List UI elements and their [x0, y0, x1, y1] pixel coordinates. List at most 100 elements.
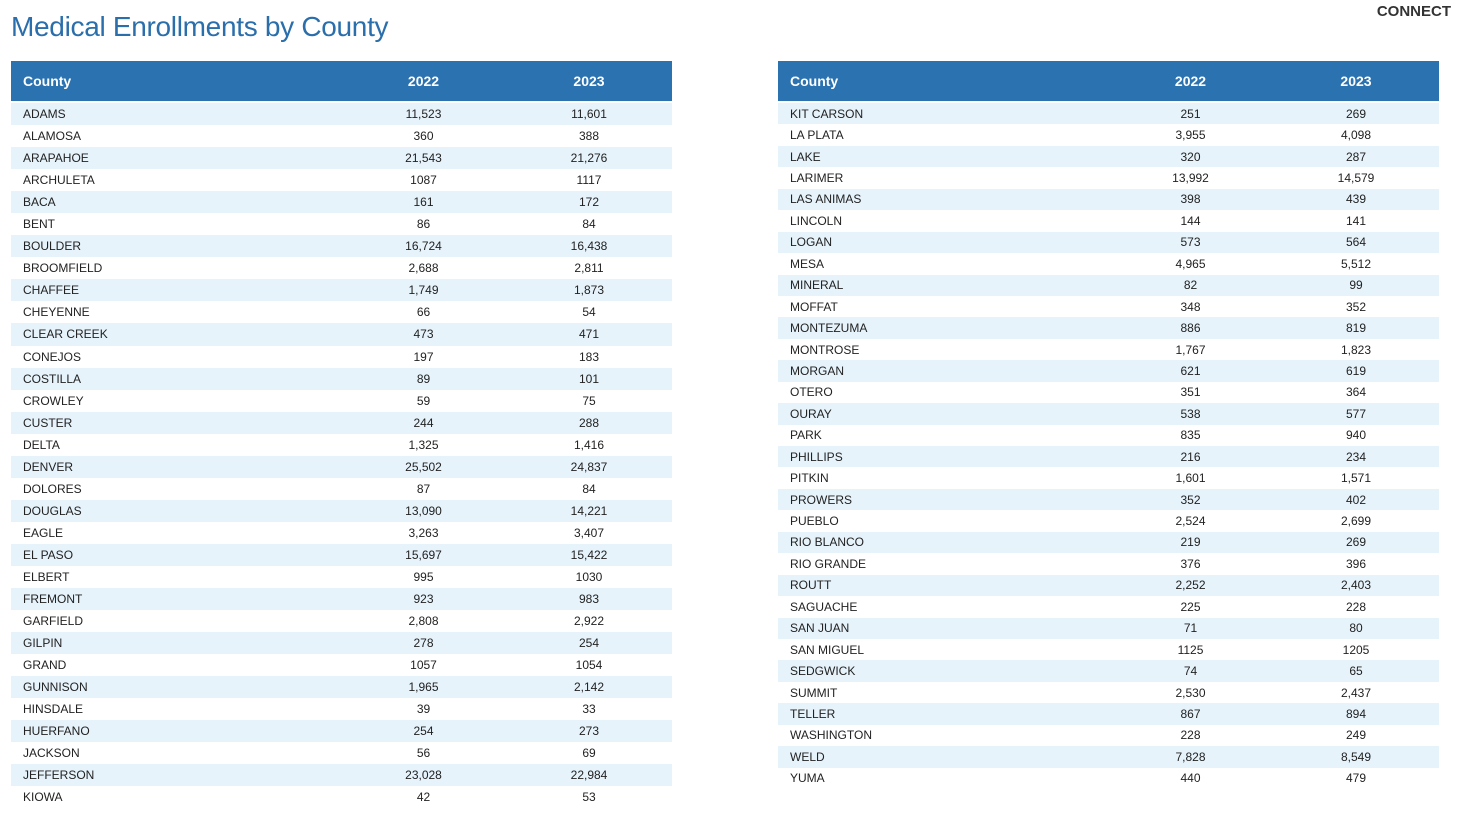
value-cell: 1205: [1342, 642, 1370, 657]
county-cell: CHEYENNE: [23, 305, 90, 320]
logo: CONNECT: [1376, 3, 1451, 20]
value-cell: 940: [1345, 428, 1367, 443]
table-row: KIOWA 42 53: [11, 786, 672, 808]
county-cell: MONTROSE: [790, 342, 860, 357]
value-cell: 5,512: [1340, 256, 1372, 271]
county-cell: YUMA: [790, 771, 825, 786]
value-cell: 3,263: [408, 525, 439, 540]
value-cell: 16,438: [570, 239, 608, 254]
table-row: BENT 86 84: [11, 213, 672, 235]
county-cell: COSTILLA: [23, 371, 82, 386]
table-row: MINERAL 82 99: [778, 274, 1439, 296]
county-cell: MINERAL: [790, 278, 844, 293]
column-header: 2022: [407, 73, 440, 89]
value-cell: 1,965: [408, 680, 439, 695]
table-row: RIO GRANDE 376 396: [778, 553, 1439, 574]
value-cell: 278: [413, 636, 434, 651]
value-cell: 273: [578, 724, 600, 739]
table-row: OURAY 538 577: [778, 403, 1439, 425]
county-cell: HINSDALE: [23, 702, 84, 717]
table-row: GRAND 1057 1054: [11, 654, 672, 676]
column-header: 2023: [1340, 73, 1372, 89]
county-cell: LAKE: [790, 149, 821, 164]
value-cell: 894: [1345, 706, 1367, 721]
value-cell: 621: [1180, 363, 1201, 378]
value-cell: 440: [1180, 771, 1201, 786]
table-row: ADAMS 11,523 11,601: [11, 103, 672, 126]
value-cell: 376: [1180, 556, 1201, 571]
value-cell: 89: [416, 371, 431, 386]
value-cell: 249: [1345, 728, 1367, 743]
value-cell: 2,811: [574, 261, 604, 276]
table-row: ROUTT 2,252 2,403: [778, 574, 1439, 597]
value-cell: 288: [578, 415, 600, 430]
county-cell: CROWLEY: [23, 393, 84, 408]
county-cell: JEFFERSON: [23, 768, 95, 783]
county-cell: OURAY: [790, 406, 832, 421]
value-cell: 995: [413, 570, 434, 584]
value-cell: 923: [413, 592, 434, 607]
table-row: PARK 835 940: [778, 425, 1439, 446]
value-cell: 564: [1345, 235, 1367, 250]
value-cell: 439: [1345, 192, 1367, 207]
value-cell: 2,808: [408, 614, 439, 629]
county-cell: MOFFAT: [790, 299, 838, 314]
table-row: HINSDALE 39 33: [11, 698, 672, 720]
value-cell: 835: [1180, 428, 1201, 443]
table-row: ALAMOSA 360 388: [11, 125, 672, 147]
table-row: PITKIN 1,601 1,571: [778, 467, 1439, 488]
county-cell: PITKIN: [790, 471, 829, 486]
value-cell: 74: [1183, 664, 1198, 679]
value-cell: 269: [1345, 535, 1367, 550]
table-row: JACKSON 56 69: [11, 742, 672, 764]
table-row: PHILLIPS 216 234: [778, 446, 1439, 468]
county-cell: PROWERS: [790, 492, 853, 507]
value-cell: 84: [582, 217, 596, 232]
value-cell: 1,749: [408, 283, 439, 298]
table-row: YUMA 440 479: [778, 768, 1439, 789]
table-row: LINCOLN 144 141: [778, 210, 1439, 231]
value-cell: 161: [413, 195, 434, 210]
county-cell: PUEBLO: [790, 514, 839, 529]
value-cell: 75: [582, 393, 596, 408]
table-row: SAN MIGUEL 1125 1205: [778, 639, 1439, 660]
value-cell: 1125: [1177, 642, 1204, 657]
county-cell: LINCOLN: [790, 213, 843, 228]
table-row: CROWLEY 59 75: [11, 390, 672, 412]
table-row: MONTEZUMA 886 819: [778, 317, 1439, 339]
value-cell: 23,028: [405, 768, 442, 783]
county-cell: BENT: [23, 217, 56, 232]
county-cell: SEDGWICK: [790, 664, 856, 679]
table-row: CLEAR CREEK 473 471: [11, 323, 672, 346]
value-cell: 228: [1345, 599, 1367, 614]
column-header: 2022: [1174, 73, 1207, 89]
table-row: SAN JUAN 71 80: [778, 617, 1439, 639]
table-row: DELTA 1,325 1,416: [11, 434, 672, 456]
value-cell: 21,276: [570, 151, 608, 166]
county-cell: GUNNISON: [23, 680, 88, 695]
value-cell: 1057: [410, 658, 437, 673]
table-row: MONTROSE 1,767 1,823: [778, 339, 1439, 360]
value-cell: 251: [1180, 106, 1201, 121]
county-cell: WASHINGTON: [790, 728, 873, 743]
value-cell: 538: [1180, 406, 1201, 421]
value-cell: 1,873: [573, 283, 605, 298]
value-cell: 24,837: [570, 459, 608, 474]
table-row: WELD 7,828 8,549: [778, 746, 1439, 768]
value-cell: 4,965: [1175, 256, 1206, 271]
value-cell: 2,699: [1340, 514, 1372, 529]
value-cell: 33: [582, 702, 596, 717]
value-cell: 254: [578, 636, 600, 651]
table-row: DOUGLAS 13,090 14,221: [11, 499, 672, 522]
value-cell: 360: [413, 129, 434, 144]
table-row: GUNNISON 1,965 2,142: [11, 676, 672, 699]
county-cell: RIO GRANDE: [790, 556, 867, 571]
county-cell: CONEJOS: [23, 349, 82, 364]
value-cell: 15,422: [570, 547, 608, 562]
table-row: TELLER 867 894: [778, 703, 1439, 725]
county-cell: PHILLIPS: [790, 449, 843, 464]
county-cell: TELLER: [790, 706, 836, 721]
table-row: COSTILLA 89 101: [11, 367, 672, 390]
county-cell: LAS ANIMAS: [790, 192, 862, 207]
value-cell: 13,090: [405, 503, 442, 518]
